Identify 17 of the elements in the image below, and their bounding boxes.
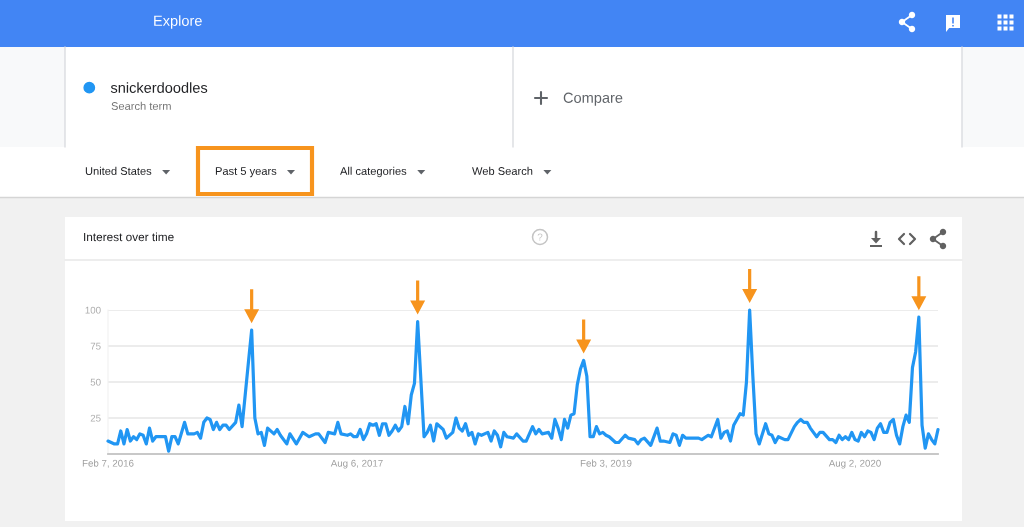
- y-tick-label: 25: [90, 414, 101, 422]
- text: Search term: [111, 101, 171, 110]
- x-tick-label: Aug 2, 2020: [828, 459, 881, 469]
- x-tick-label: Feb 7, 2016: [82, 459, 134, 468]
- text: Past 5 years: [215, 167, 277, 178]
- chart-title: Interest over time: [84, 232, 174, 242]
- text: Explore: [154, 15, 202, 29]
- y-tick-label: 50: [90, 378, 101, 386]
- x-tick-label: Feb 3, 2019: [580, 459, 632, 468]
- text: Compare: [563, 92, 623, 106]
- y-tick-label: 75: [90, 342, 101, 350]
- text: United States: [85, 166, 152, 175]
- text: Web Search: [472, 166, 533, 175]
- y-tick-label: 100: [85, 306, 101, 314]
- x-tick-label: Aug 6, 2017: [330, 459, 383, 469]
- text: All categories: [340, 166, 407, 178]
- legend-label: snickerdoodles: [110, 82, 208, 93]
